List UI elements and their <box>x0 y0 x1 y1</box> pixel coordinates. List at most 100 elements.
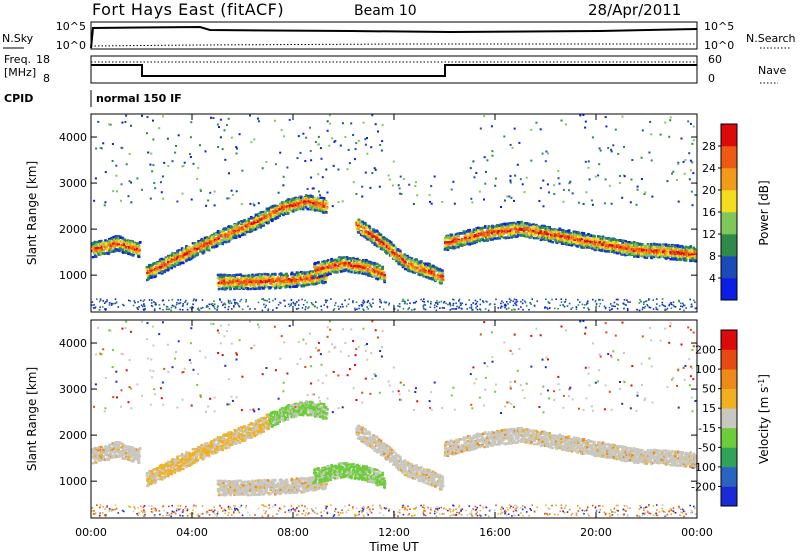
power-cell <box>237 273 241 276</box>
power-cell <box>137 242 140 245</box>
power-cell <box>522 230 526 233</box>
power-cell <box>406 254 409 258</box>
power-cell <box>386 251 389 254</box>
power-cell <box>146 269 150 273</box>
power-cell <box>654 254 658 258</box>
power-cell <box>524 222 527 225</box>
power-cell <box>267 221 271 224</box>
power-cell <box>115 237 118 240</box>
power-cell <box>249 287 253 291</box>
power-cell <box>607 250 611 253</box>
power-cell <box>163 259 167 263</box>
power-cell <box>495 231 498 235</box>
power-cell <box>371 235 374 238</box>
power-cell <box>408 260 411 263</box>
power-cell <box>102 243 105 246</box>
power-cell <box>336 266 340 269</box>
power-cell <box>475 230 479 233</box>
power-cell <box>262 220 266 223</box>
power-cell <box>693 251 697 254</box>
power-cell <box>600 249 603 252</box>
power-cell <box>368 227 372 230</box>
power-cell <box>570 238 574 241</box>
power-cell <box>445 241 449 244</box>
power-cell <box>685 247 689 251</box>
power-cell <box>232 276 236 280</box>
power-cell <box>160 260 164 263</box>
power-cell <box>240 281 244 285</box>
power-cell <box>359 265 362 268</box>
power-cell <box>383 279 386 282</box>
power-cell <box>611 238 615 241</box>
power-cell <box>309 281 312 284</box>
power-cell <box>242 274 246 278</box>
power-cell <box>195 242 198 246</box>
power-cell <box>298 283 301 286</box>
power-cell <box>273 279 277 282</box>
power-cell <box>440 273 443 277</box>
power-cell <box>525 228 529 231</box>
power-cell <box>467 234 470 237</box>
power-cell <box>506 230 510 233</box>
power-cell <box>321 280 324 283</box>
power-cell <box>222 229 225 233</box>
power-cell <box>352 256 355 260</box>
power-cell <box>627 251 631 254</box>
power-cell <box>154 275 157 278</box>
power-cell <box>422 275 425 278</box>
power-cell <box>239 273 242 276</box>
power-cell <box>266 209 270 212</box>
power-cell <box>419 269 422 272</box>
power-cell <box>589 241 593 244</box>
power-cell <box>640 243 644 246</box>
cpid-label: CPID <box>4 92 33 105</box>
power-cell <box>272 206 276 209</box>
power-cell <box>661 251 665 254</box>
power-cell <box>225 237 229 241</box>
power-cell <box>470 240 473 244</box>
power-cell <box>695 253 697 256</box>
power-cell <box>234 286 238 289</box>
power-cell <box>677 258 680 261</box>
power-cell <box>190 246 194 249</box>
power-cell <box>165 259 168 263</box>
power-cell <box>511 232 515 235</box>
power-cell <box>529 231 532 234</box>
power-cell <box>303 275 307 279</box>
power-cell <box>183 258 187 262</box>
power-cell <box>576 234 580 238</box>
power-cell <box>150 269 153 273</box>
power-cell <box>298 279 302 282</box>
power-cell <box>407 262 411 265</box>
power-cell <box>362 270 366 273</box>
power-cell <box>375 270 378 273</box>
power-cell <box>396 249 399 252</box>
power-cell <box>376 243 379 246</box>
power-cell <box>687 246 691 249</box>
power-cell <box>121 238 124 241</box>
power-cell <box>671 245 674 248</box>
power-cell <box>361 234 364 237</box>
power-cell <box>254 219 258 222</box>
power-cell <box>385 245 389 248</box>
power-cell <box>186 249 190 252</box>
power-cell <box>545 225 549 229</box>
power-cell <box>447 244 450 248</box>
power-cell <box>250 141 253 144</box>
power-cell <box>267 276 271 280</box>
power-cell <box>469 232 473 235</box>
power-cell <box>307 200 311 203</box>
power-cell <box>129 246 133 250</box>
power-cell <box>561 241 565 244</box>
power-cell <box>353 264 357 268</box>
power-cell <box>380 246 383 249</box>
power-cell <box>370 268 373 272</box>
power-cell <box>491 236 494 240</box>
power-cell <box>148 268 152 272</box>
power-cell <box>207 246 211 250</box>
power-cell <box>555 234 558 237</box>
power-cell <box>572 233 575 237</box>
power-cell <box>197 240 201 243</box>
power-cell <box>450 240 453 244</box>
power-cell <box>670 251 673 254</box>
